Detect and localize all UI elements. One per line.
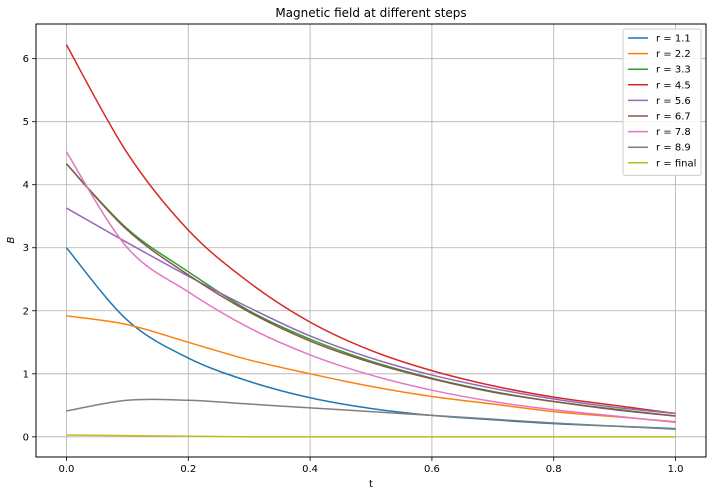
x-tick-label: 0.8 [546,464,562,475]
y-tick-label: 5 [23,117,29,128]
legend-label: r = 5.6 [656,96,691,107]
series-line-5 [66,207,676,415]
legend-label: r = 3.3 [656,65,691,76]
y-tick-label: 2 [23,306,29,317]
legend-label: r = 8.9 [656,143,691,154]
legend-label: r = final [656,158,696,169]
series-line-9 [66,434,676,438]
chart-title: Magnetic field at different steps [275,6,466,20]
x-tick-label: 0.4 [302,464,318,475]
y-tick-label: 3 [23,243,29,254]
series-line-8 [66,398,676,431]
legend-label: r = 6.7 [656,112,691,123]
axis-ticks: 0.0 0.2 0.4 0.6 0.8 1.0 0 1 2 3 4 5 6 [23,54,684,475]
y-tick-label: 0 [23,432,29,443]
grid [36,24,706,457]
series-lines [65,44,676,438]
series-line-4 [65,44,676,415]
series-line-6 [65,163,676,417]
x-tick-label: 0.0 [59,464,75,475]
x-tick-label: 1.0 [668,464,684,475]
y-tick-label: 4 [23,180,29,191]
plot-frame [35,23,707,458]
y-tick-label: 6 [23,54,29,65]
legend-label: r = 4.5 [656,80,691,91]
legend-label: r = 1.1 [656,34,691,45]
legend: r = 1.1 r = 2.2 r = 3.3 r = 4.5 r = 5.6 r = 6… [622,28,702,176]
series-line-7 [65,151,676,424]
series-line-2 [66,315,676,423]
y-tick-label: 1 [23,369,29,380]
y-axis-label: B [6,236,17,243]
legend-box [622,28,702,176]
x-axis-label: t [369,479,373,490]
x-tick-label: 0.6 [424,464,440,475]
legend-label: r = 7.8 [656,127,691,138]
x-tick-label: 0.2 [180,464,196,475]
legend-label: r = 2.2 [656,49,691,60]
